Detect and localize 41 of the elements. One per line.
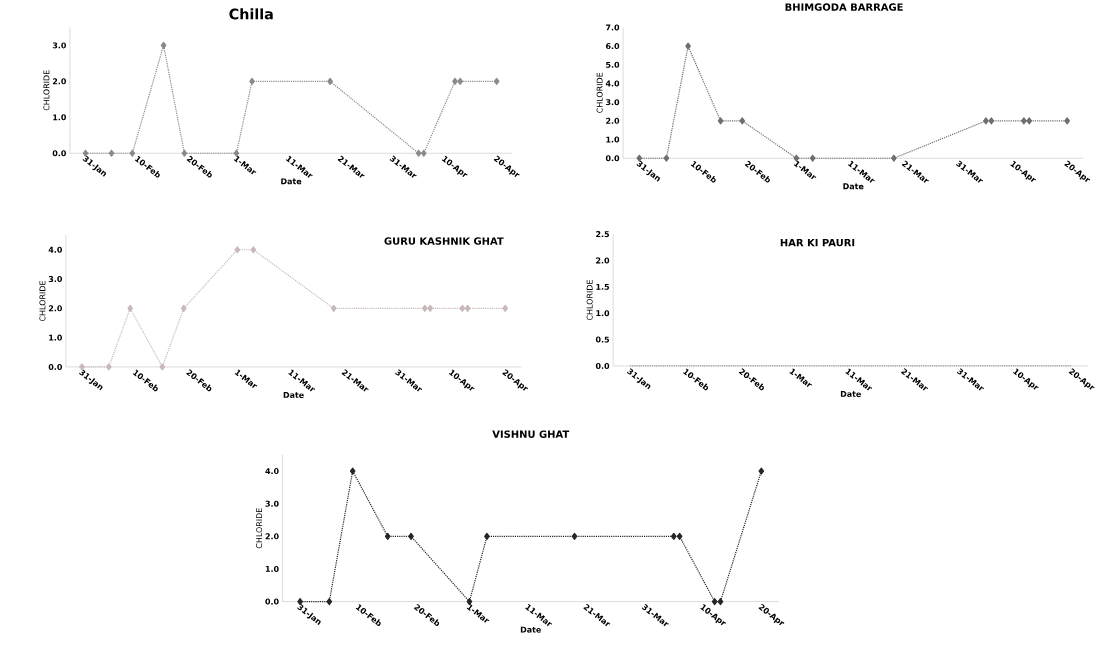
- point: [108, 149, 115, 158]
- point: [421, 305, 428, 313]
- point: [384, 533, 391, 541]
- point: [327, 78, 333, 86]
- point: [457, 78, 464, 86]
- point: [427, 305, 434, 313]
- point: [180, 305, 187, 313]
- point: [739, 117, 746, 125]
- point: [717, 117, 724, 125]
- point: [676, 533, 683, 541]
- point: [1064, 117, 1070, 125]
- point: [159, 363, 166, 371]
- point: [685, 42, 691, 50]
- point: [420, 149, 427, 158]
- point: [127, 305, 134, 313]
- point: [326, 598, 333, 606]
- chart-title: GURU KASHNIK GHAT: [384, 237, 504, 246]
- chart-title: Chilla: [229, 8, 273, 20]
- point: [571, 533, 578, 541]
- point: [459, 305, 466, 313]
- point: [1026, 117, 1033, 125]
- point: [983, 117, 989, 125]
- chart-title: HAR KI PAURI: [780, 239, 855, 247]
- chart-title: VISHNU GHAT: [492, 430, 570, 439]
- point: [408, 533, 414, 541]
- point: [452, 78, 458, 86]
- point: [502, 305, 508, 313]
- point: [758, 467, 765, 475]
- chart-title: BHIMGODA BARRAGE: [785, 3, 903, 12]
- point: [670, 533, 677, 541]
- point: [988, 117, 995, 125]
- point: [349, 467, 356, 475]
- point: [160, 42, 167, 50]
- point: [464, 305, 471, 313]
- point: [415, 149, 422, 158]
- point: [105, 363, 112, 371]
- point: [129, 149, 136, 158]
- point: [493, 78, 500, 86]
- point: [663, 154, 670, 163]
- point: [181, 149, 188, 158]
- point: [1021, 117, 1027, 125]
